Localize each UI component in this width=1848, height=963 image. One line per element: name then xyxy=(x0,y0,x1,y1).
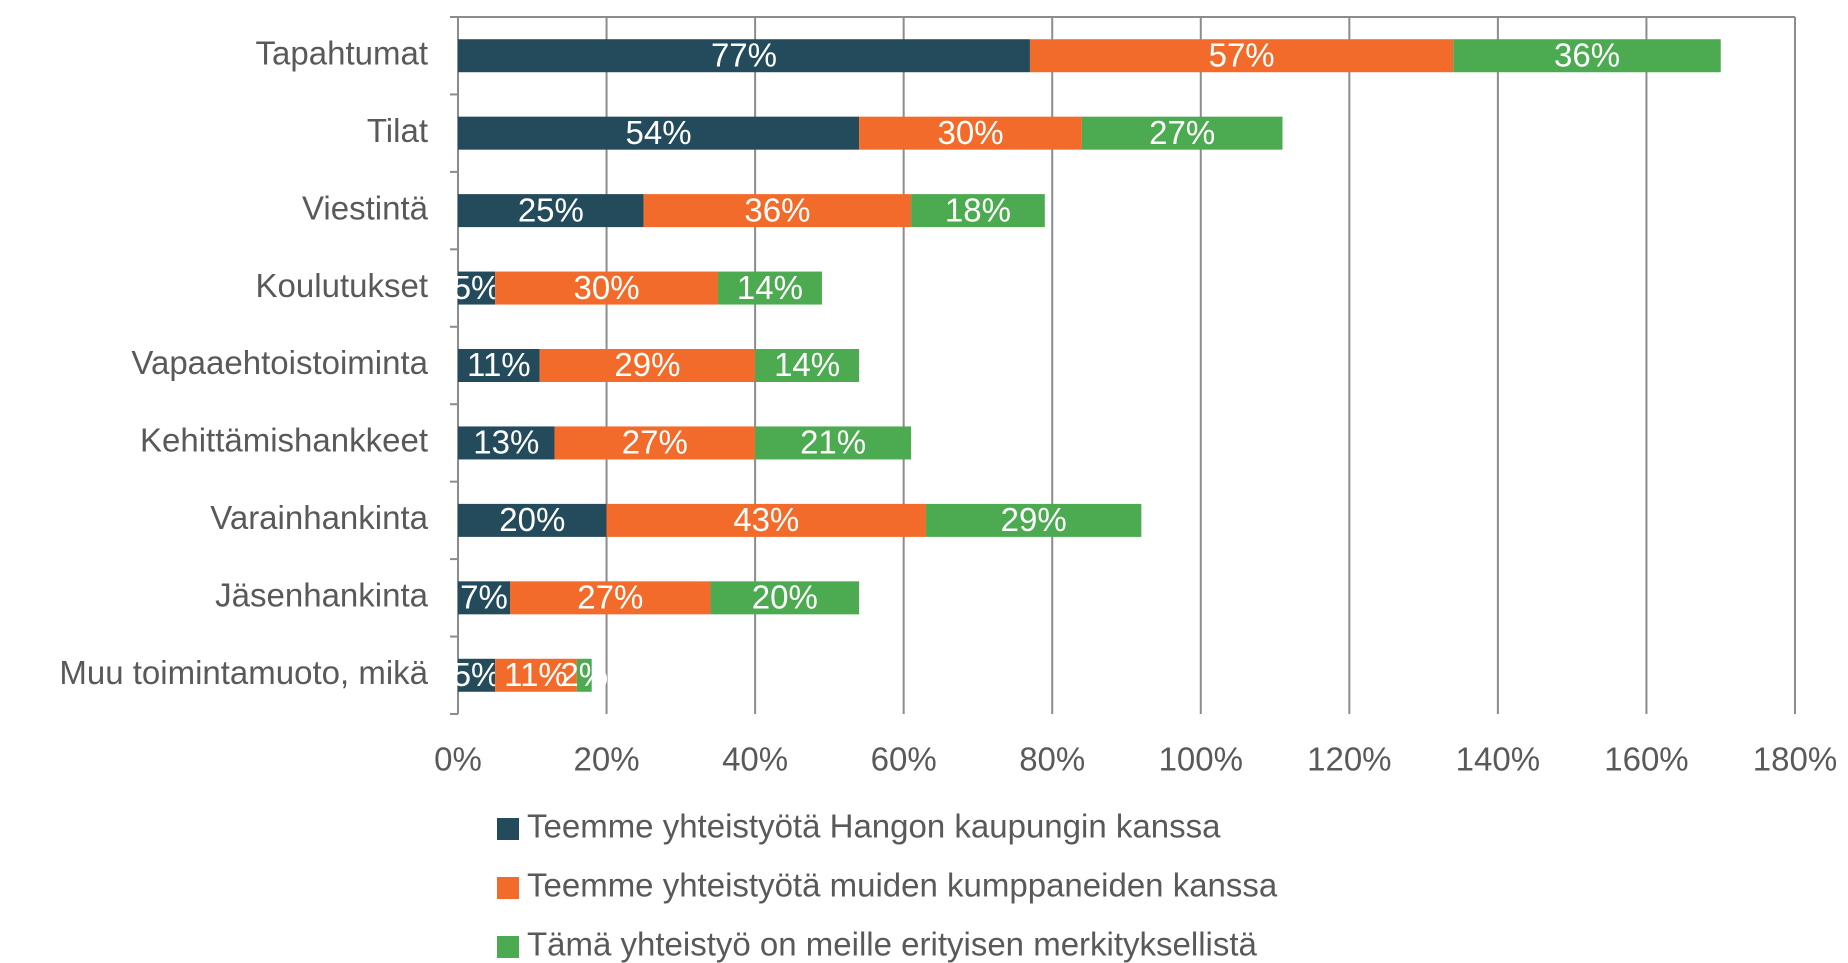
value-label: 14% xyxy=(737,269,803,306)
y-tick-label: Viestintä xyxy=(302,189,429,226)
bar-segment xyxy=(717,271,822,305)
x-tick-label: 160% xyxy=(1604,741,1688,778)
bar-segment xyxy=(458,39,1030,73)
value-label: 57% xyxy=(1209,36,1275,73)
bar-segment xyxy=(755,349,860,382)
bar-segment xyxy=(554,426,756,460)
bar-segment xyxy=(539,349,756,382)
bar-segment xyxy=(576,658,592,692)
bar-segment xyxy=(925,503,1142,537)
value-label: 29% xyxy=(1001,501,1067,538)
bar-segment xyxy=(859,116,1082,150)
bar-segment xyxy=(458,116,860,150)
bar-segment xyxy=(710,581,860,615)
value-label: 20% xyxy=(752,579,818,616)
bar-segment xyxy=(495,658,577,692)
bar-segment xyxy=(458,426,555,460)
value-label: 11% xyxy=(467,346,531,383)
x-tick-label: 20% xyxy=(574,741,640,778)
value-label: 18% xyxy=(945,191,1011,228)
value-label: 14% xyxy=(774,346,840,383)
bar-segment xyxy=(755,426,912,460)
x-tick-label: 0% xyxy=(434,741,482,778)
value-label: 20% xyxy=(499,501,565,538)
x-tick-label: 80% xyxy=(1019,741,1085,778)
bar-segment xyxy=(458,581,510,615)
value-label: 30% xyxy=(937,114,1003,151)
value-label: 2% xyxy=(560,656,608,693)
bar-segment xyxy=(643,194,912,228)
value-label: 5% xyxy=(453,269,501,306)
legend-label: Teemme yhteistyötä Hangon kaupungin kans… xyxy=(527,808,1221,845)
value-label: 36% xyxy=(744,191,810,228)
legend-label: Teemme yhteistyötä muiden kumppaneiden k… xyxy=(527,867,1278,904)
bar-segment xyxy=(606,503,926,537)
value-label: 7% xyxy=(460,579,508,616)
x-tick-label: 180% xyxy=(1753,741,1837,778)
x-tick-label: 40% xyxy=(722,741,788,778)
legend-swatch xyxy=(497,936,519,958)
value-label: 5% xyxy=(453,656,501,693)
value-label: 54% xyxy=(626,114,692,151)
bar-segment xyxy=(458,503,607,537)
x-tick-label: 140% xyxy=(1456,741,1540,778)
value-label: 27% xyxy=(1149,114,1215,151)
value-label: 27% xyxy=(577,579,643,616)
y-tick-label: Tapahtumat xyxy=(256,34,428,71)
y-tick-label: Jäsenhankinta xyxy=(215,577,428,614)
value-label: 11% xyxy=(504,656,568,693)
bar-segment xyxy=(458,658,496,692)
x-tick-label: 60% xyxy=(871,741,937,778)
bar-segment xyxy=(911,194,1045,228)
bar-segment xyxy=(458,271,496,305)
x-tick-label: 120% xyxy=(1307,741,1391,778)
value-label: 36% xyxy=(1554,36,1620,73)
value-label: 21% xyxy=(800,424,866,461)
value-label: 30% xyxy=(574,269,640,306)
bar-segment xyxy=(458,349,540,382)
bar-segment xyxy=(1029,39,1454,73)
legend-label: Tämä yhteistyö on meille erityisen merki… xyxy=(527,926,1258,963)
bar-segment xyxy=(509,581,711,615)
y-tick-label: Muu toimintamuoto, mikä xyxy=(59,654,428,691)
y-tick-label: Varainhankinta xyxy=(210,499,428,536)
value-label: 25% xyxy=(518,191,584,228)
y-tick-label: Vapaaehtoistoiminta xyxy=(131,344,428,381)
value-label: 27% xyxy=(622,424,688,461)
legend-swatch xyxy=(497,818,519,840)
bar-segment xyxy=(495,271,718,305)
x-tick-label: 100% xyxy=(1159,741,1243,778)
value-label: 29% xyxy=(614,346,680,383)
legend-swatch xyxy=(497,877,519,899)
value-label: 43% xyxy=(733,501,799,538)
bar-segment xyxy=(458,194,644,228)
y-tick-label: Kehittämishankkeet xyxy=(140,422,428,459)
bar-segment xyxy=(1081,116,1283,150)
bar-segment xyxy=(1453,39,1721,73)
value-label: 77% xyxy=(711,36,777,73)
value-label: 13% xyxy=(473,424,539,461)
y-tick-label: Tilat xyxy=(367,112,428,149)
y-tick-label: Koulutukset xyxy=(256,267,428,304)
